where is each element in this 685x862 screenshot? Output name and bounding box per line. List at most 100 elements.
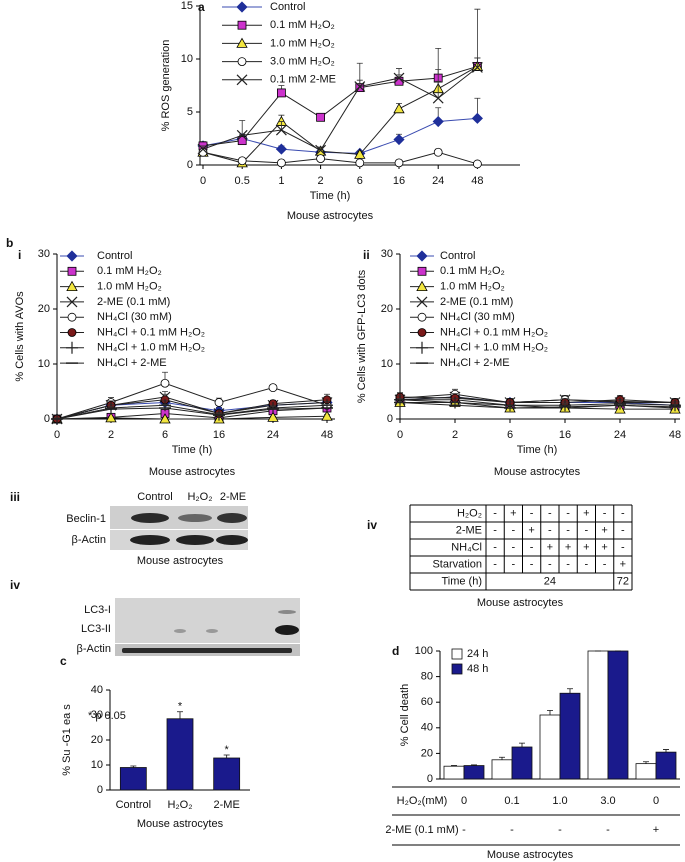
data-point (237, 156, 247, 166)
legend-label: NH₄Cl (30 mM) (440, 311, 515, 323)
legend-label: NH₄Cl + 2-ME (440, 357, 510, 369)
y-tick-label: 10 (381, 358, 393, 370)
series-line (202, 151, 478, 165)
table-cell: 24 (544, 575, 556, 587)
table-cell: + (583, 507, 589, 519)
data-point (267, 411, 279, 422)
bar (213, 757, 241, 791)
series-line (399, 393, 676, 404)
data-point (160, 378, 170, 388)
y-tick-label: 0 (387, 413, 393, 425)
table-cell: 1.0 (552, 795, 567, 807)
table-cell: + (653, 824, 659, 836)
data-point (276, 88, 286, 98)
blot-band (130, 535, 170, 545)
error-bar (499, 756, 505, 760)
subtitle: Mouse astrocytes (137, 555, 224, 567)
y-tick-label: 40 (91, 684, 103, 696)
legend-marker (236, 37, 248, 48)
legend-label: Control (270, 1, 305, 13)
y-tick-label: 80 (421, 671, 433, 683)
data-point (354, 148, 366, 159)
panel-label: c (60, 654, 67, 668)
blot-band (176, 535, 214, 545)
table-cell: - (493, 507, 497, 519)
x-tick-label: 24 (267, 429, 279, 441)
x-tick-label: 6 (162, 429, 168, 441)
legend-label: NH₄Cl + 1.0 mM H₂O₂ (97, 342, 205, 354)
y-tick-label: 0 (44, 413, 50, 425)
blot-background (115, 598, 300, 643)
error-bar (547, 710, 553, 715)
blot-row-label: LC3-I (84, 604, 111, 616)
panel-label: iv (10, 578, 20, 592)
x-tick-label: 0 (397, 429, 403, 441)
table-row-label: Time (h) (441, 575, 482, 587)
legend-label: 1.0 mM H₂O₂ (440, 281, 505, 293)
error-bar (177, 711, 183, 719)
table-cell: - (548, 558, 552, 570)
panel-label: iii (10, 490, 20, 504)
series-line (202, 65, 478, 164)
significance-marker: * (178, 701, 183, 713)
x-tick-label: 16 (393, 175, 405, 187)
subtitle: Mouse astrocytes (494, 466, 581, 478)
x-tick-label: H₂O₂ (167, 799, 192, 811)
table-cell: 0 (461, 795, 467, 807)
x-tick-label: 48 (471, 175, 483, 187)
x-axis-label: Time (h) (310, 190, 351, 202)
blot-band (122, 648, 292, 653)
y-tick-label: 20 (38, 303, 50, 315)
data-point (433, 147, 443, 157)
bar (119, 767, 147, 791)
data-point (394, 158, 404, 168)
y-axis-label: % Cells with GFP-LC3 dots (356, 269, 368, 403)
panel-label: i (18, 248, 21, 262)
table-cell: + (528, 524, 534, 536)
legend-marker (416, 341, 428, 354)
legend-marker (67, 312, 77, 322)
y-tick-label: 20 (381, 303, 393, 315)
data-point (268, 383, 278, 393)
series-line (202, 65, 478, 147)
y-tick-label: 20 (91, 734, 103, 746)
legend-label: NH₄Cl + 1.0 mM H₂O₂ (440, 342, 548, 354)
error-bar (474, 8, 481, 68)
table-cell: - (621, 524, 625, 536)
bar (443, 765, 465, 780)
table-cell: - (621, 541, 625, 553)
y-tick-label: 5 (187, 106, 193, 118)
error-bar (396, 68, 402, 79)
legend-marker (67, 266, 77, 276)
legend-swatch (451, 663, 463, 675)
subtitle: Mouse astrocytes (487, 849, 574, 861)
table-cell: + (620, 558, 626, 570)
bar (539, 714, 561, 780)
y-tick-label: 10 (38, 358, 50, 370)
error-bar (567, 688, 573, 694)
legend-marker (66, 280, 78, 291)
panel-label: ii (363, 248, 370, 262)
series-line (399, 402, 676, 409)
legend-marker (416, 250, 428, 262)
legend-label: 2-ME (0.1 mM) (97, 296, 170, 308)
x-tick-label: 1 (278, 175, 284, 187)
table-cell: - (548, 524, 552, 536)
subtitle: Mouse astrocytes (149, 466, 236, 478)
data-point (354, 81, 366, 92)
table-cell: - (566, 507, 570, 519)
table-row-label: 2-ME (0.1 mM) (385, 824, 458, 836)
data-point (355, 158, 365, 168)
data-point (471, 112, 483, 124)
error-bar (663, 749, 669, 753)
blot-row-label: β-Actin (72, 534, 106, 546)
x-tick-label: Control (116, 799, 151, 811)
data-point (315, 144, 327, 156)
legend-marker (417, 328, 427, 337)
table-cell: - (603, 507, 607, 519)
data-point (237, 136, 247, 146)
panel-label: b (6, 236, 13, 250)
bar (491, 759, 513, 780)
error-bar (451, 765, 457, 767)
